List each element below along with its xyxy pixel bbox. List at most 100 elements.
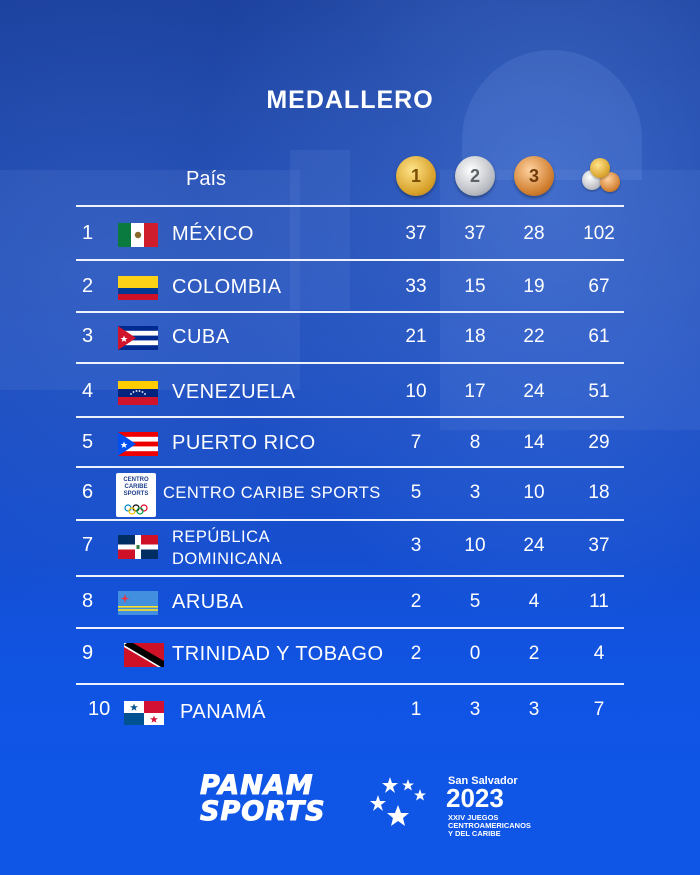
gold-count: 7 bbox=[410, 432, 422, 453]
silver-count: 3 bbox=[469, 699, 481, 720]
row-divider bbox=[76, 627, 624, 629]
header-divider bbox=[76, 205, 624, 207]
stars-emblem-icon bbox=[370, 777, 426, 826]
dominican-republic-flag-icon bbox=[118, 535, 158, 559]
row-divider bbox=[76, 311, 624, 313]
gold-count: 5 bbox=[410, 482, 422, 503]
silver-count: 10 bbox=[464, 535, 486, 556]
gold-medal-icon: 1 bbox=[396, 156, 436, 196]
table-row: 8 ARUBA 2 5 4 11 bbox=[0, 578, 700, 628]
colombia-flag-icon bbox=[118, 276, 158, 300]
country-column-header: País bbox=[186, 168, 227, 190]
silver-count: 18 bbox=[464, 326, 486, 347]
page-title: MEDALLERO bbox=[266, 86, 434, 114]
panama-flag-icon bbox=[124, 701, 164, 725]
total-count: 4 bbox=[593, 643, 605, 664]
rank: 4 bbox=[82, 380, 94, 402]
row-divider bbox=[76, 519, 624, 521]
trinidad-tobago-flag-icon bbox=[124, 643, 164, 667]
event-year: 2023 bbox=[446, 783, 504, 813]
table-row: 9 TRINIDAD Y TOBAGO 2 0 2 4 bbox=[0, 630, 700, 680]
bronze-count: 4 bbox=[528, 591, 540, 612]
row-divider bbox=[76, 466, 624, 468]
total-count: 18 bbox=[588, 482, 610, 503]
silver-medal-icon: 2 bbox=[455, 156, 495, 196]
country-name: ARUBA bbox=[172, 591, 244, 613]
gold-count: 37 bbox=[405, 223, 427, 244]
gold-count: 2 bbox=[410, 643, 422, 664]
bronze-count: 3 bbox=[528, 699, 540, 720]
rank: 9 bbox=[82, 642, 94, 664]
table-row: 7 REPÚBLICA DOMINICANA 3 10 24 37 bbox=[0, 522, 700, 572]
table-row: 4 VENEZUELA 10 17 24 51 bbox=[0, 368, 700, 418]
event-city: San Salvador bbox=[448, 775, 518, 787]
total-count: 51 bbox=[588, 381, 610, 402]
puerto-rico-flag-icon bbox=[118, 432, 158, 456]
row-divider bbox=[76, 683, 624, 685]
medals-pile-icon bbox=[578, 156, 624, 196]
silver-count: 17 bbox=[464, 381, 486, 402]
bronze-count: 10 bbox=[523, 482, 545, 503]
rank: 8 bbox=[82, 590, 94, 612]
bronze-count: 24 bbox=[523, 535, 545, 556]
bronze-medal-icon: 3 bbox=[514, 156, 554, 196]
table-row: 2 COLOMBIA 33 15 19 67 bbox=[0, 263, 700, 313]
country-name: COLOMBIA bbox=[172, 276, 282, 298]
bronze-count: 24 bbox=[523, 381, 545, 402]
country-name: MÉXICO bbox=[172, 223, 254, 245]
table-row: 1 MÉXICO 37 37 28 102 bbox=[0, 210, 700, 260]
silver-count: 8 bbox=[469, 432, 481, 453]
silver-count: 37 bbox=[464, 223, 486, 244]
country-name: REPÚBLICA DOMINICANA bbox=[172, 528, 283, 568]
bronze-count: 28 bbox=[523, 223, 545, 244]
gold-count: 3 bbox=[410, 535, 422, 556]
total-count: 29 bbox=[588, 432, 610, 453]
centro-caribe-sports-logo: CENTRO CARIBE SPORTS bbox=[116, 473, 156, 517]
table-row: 3 CUBA 21 18 22 61 bbox=[0, 313, 700, 363]
table-row: 5 PUERTO RICO 7 8 14 29 bbox=[0, 419, 700, 469]
total-count: 7 bbox=[593, 699, 605, 720]
san-salvador-2023-logo: San Salvador 2023 XXIV JUEGOS CENTROAMER… bbox=[368, 775, 568, 838]
gold-count: 10 bbox=[405, 381, 427, 402]
gold-count: 2 bbox=[410, 591, 422, 612]
gold-count: 1 bbox=[410, 699, 422, 720]
silver-count: 3 bbox=[469, 482, 481, 503]
mexico-flag-icon bbox=[118, 223, 158, 247]
rank: 5 bbox=[82, 431, 94, 453]
rank: 7 bbox=[82, 534, 94, 556]
silver-count: 0 bbox=[469, 643, 481, 664]
total-count: 102 bbox=[583, 223, 615, 244]
row-divider bbox=[76, 362, 624, 364]
silver-count: 5 bbox=[469, 591, 481, 612]
gold-count: 21 bbox=[405, 326, 427, 347]
panam-sports-logo: PANAM SPORTS bbox=[200, 770, 326, 827]
country-name: TRINIDAD Y TOBAGO bbox=[172, 643, 384, 665]
bronze-count: 22 bbox=[523, 326, 545, 347]
venezuela-flag-icon bbox=[118, 381, 158, 405]
bronze-count: 19 bbox=[523, 276, 545, 297]
total-count: 61 bbox=[588, 326, 610, 347]
rank: 6 bbox=[82, 481, 94, 503]
gold-count: 33 bbox=[405, 276, 427, 297]
table-row: 10 PANAMÁ 1 3 3 7 bbox=[0, 686, 700, 736]
total-count: 67 bbox=[588, 276, 610, 297]
row-divider bbox=[76, 259, 624, 261]
row-divider bbox=[76, 416, 624, 418]
rank: 3 bbox=[82, 325, 94, 347]
event-subtitle: XXIV JUEGOS CENTROAMERICANOS Y DEL CARIB… bbox=[448, 813, 531, 838]
country-name: CUBA bbox=[172, 326, 230, 348]
rank: 2 bbox=[82, 275, 94, 297]
silver-count: 15 bbox=[464, 276, 486, 297]
aruba-flag-icon bbox=[118, 591, 158, 615]
total-count: 37 bbox=[588, 535, 610, 556]
table-row: 6 CENTRO CARIBE SPORTS CENTRO CARIBE SPO… bbox=[0, 469, 700, 519]
total-count: 11 bbox=[589, 591, 609, 612]
rank: 1 bbox=[82, 222, 94, 244]
country-name: PANAMÁ bbox=[180, 701, 266, 723]
cuba-flag-icon bbox=[118, 326, 158, 350]
country-name: PUERTO RICO bbox=[172, 432, 316, 454]
bronze-count: 2 bbox=[528, 643, 540, 664]
bronze-count: 14 bbox=[523, 432, 545, 453]
country-name: CENTRO CARIBE SPORTS bbox=[163, 484, 381, 502]
